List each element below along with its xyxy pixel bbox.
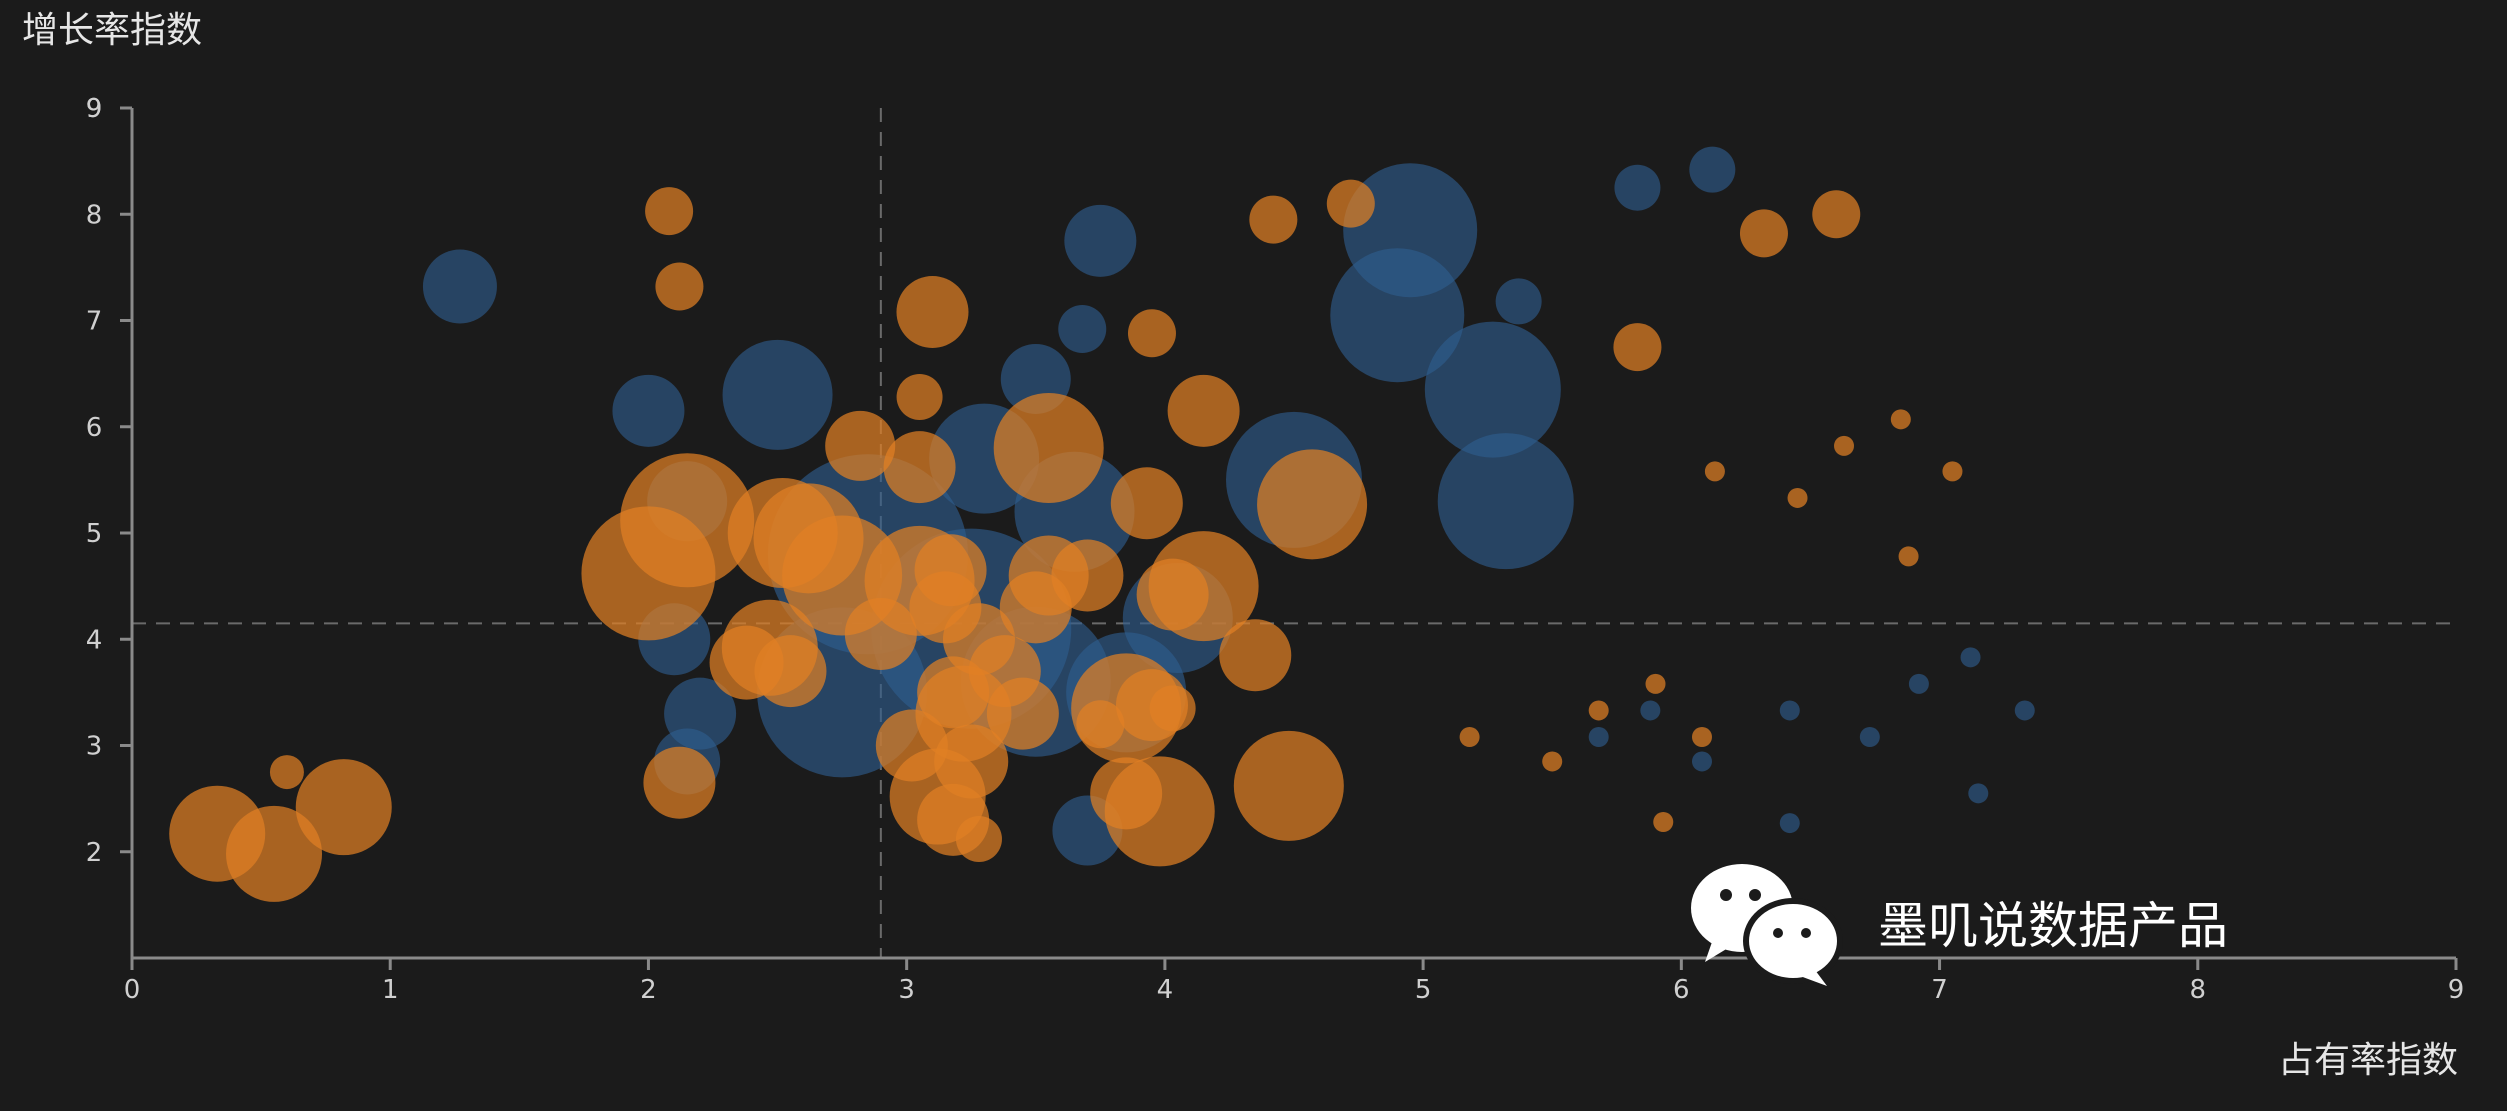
bubble-orange	[655, 262, 704, 311]
bubble-blue	[1689, 146, 1736, 193]
bubble-blue	[1064, 204, 1137, 277]
bubble-blue	[1588, 727, 1609, 747]
bubble-blue	[1968, 783, 1989, 804]
bubble-blue	[1779, 700, 1800, 721]
x-tick-label: 4	[1157, 975, 1174, 1005]
y-tick-label: 3	[86, 732, 103, 762]
bubble-orange	[883, 431, 956, 504]
x-tick-label: 3	[898, 975, 915, 1005]
bubble-blue	[612, 374, 685, 447]
bubble-orange	[1459, 727, 1480, 747]
bubble-blue	[1495, 278, 1542, 325]
y-tick-label: 9	[86, 94, 103, 124]
bubble-orange	[1257, 449, 1368, 560]
bubble-orange	[1051, 539, 1124, 612]
bubble-orange	[1104, 756, 1215, 867]
bubble-orange	[226, 805, 323, 902]
y-tick-label: 2	[86, 838, 103, 868]
bubble-orange	[754, 635, 827, 708]
bubble-blue	[1330, 248, 1465, 383]
bubble-orange	[1691, 727, 1712, 747]
bubble-orange	[1653, 812, 1674, 832]
x-tick-label: 2	[640, 975, 657, 1005]
bubble-orange	[986, 677, 1059, 750]
bubble-orange	[1613, 323, 1662, 372]
bubble-blue	[722, 339, 833, 450]
bubble-orange	[1149, 685, 1196, 732]
bubble-orange	[645, 187, 694, 236]
bubble-orange	[1136, 558, 1209, 631]
x-tick-label: 0	[124, 975, 141, 1005]
bubble-orange	[295, 759, 392, 856]
bubble-orange	[269, 755, 304, 790]
bubble-blue	[1614, 164, 1661, 211]
bubble-blue	[1640, 700, 1661, 721]
bubble-orange	[1739, 209, 1788, 258]
y-axis-title: 增长率指数	[22, 10, 202, 51]
bubble-blue	[2014, 700, 2035, 721]
bubble-orange	[993, 393, 1104, 503]
bubble-blue	[1859, 727, 1880, 747]
bubble-orange	[1890, 409, 1911, 430]
x-tick-label: 7	[1931, 975, 1948, 1005]
x-tick-label: 8	[2190, 975, 2207, 1005]
bubble-orange	[1787, 487, 1808, 508]
bubble-orange	[1127, 309, 1176, 358]
y-tick-label: 5	[86, 519, 103, 549]
bubble-orange	[1233, 730, 1344, 841]
y-tick-label: 7	[86, 307, 103, 337]
bubble-orange	[1167, 374, 1240, 447]
x-tick-label: 9	[2448, 975, 2465, 1005]
bubble-orange	[914, 534, 987, 607]
bubble-orange	[999, 571, 1072, 644]
bubble-orange	[1219, 619, 1292, 692]
bubble-orange	[1326, 179, 1375, 228]
bubble-blue	[1691, 751, 1712, 772]
bubble-orange	[896, 276, 969, 348]
bubble-orange	[1110, 467, 1183, 540]
bubble-orange	[825, 410, 896, 481]
bubble-blue	[1058, 305, 1107, 353]
wechat-icon	[1691, 864, 1843, 986]
y-tick-label: 9	[86, 94, 103, 124]
bubble-orange	[955, 816, 1002, 862]
bubble-orange	[620, 453, 755, 588]
bubble-orange	[1704, 461, 1725, 482]
bubble-orange	[643, 746, 716, 819]
x-tick-label: 5	[1415, 975, 1432, 1005]
y-tick-label: 4	[86, 625, 103, 655]
reference-lines	[132, 108, 2456, 958]
x-axis-title: 占有率指数	[2278, 1040, 2458, 1081]
bubble-blue	[1424, 321, 1561, 458]
bubble-orange	[1834, 435, 1855, 456]
watermark-text: 墨叽说数据产品	[1878, 897, 2228, 955]
bubble-blue	[1779, 813, 1800, 834]
y-tick-label: 6	[86, 413, 103, 443]
bubble-orange	[1942, 461, 1963, 482]
watermark: 墨叽说数据产品	[1691, 864, 2228, 986]
bubble-orange	[1249, 195, 1298, 244]
x-tick-label: 1	[382, 975, 399, 1005]
bubble-orange	[1898, 546, 1919, 567]
bubble-orange	[1542, 751, 1563, 772]
x-tick-label: 6	[1673, 975, 1690, 1005]
bubble-orange	[1588, 700, 1609, 721]
bubble-blue	[1960, 647, 1981, 668]
y-tick-label: 8	[86, 200, 103, 230]
bubble-orange	[1645, 673, 1666, 694]
series-orange	[169, 179, 1963, 902]
bubble-orange	[1812, 190, 1861, 239]
bubble-blue	[1437, 433, 1574, 570]
bubble-orange	[896, 374, 943, 420]
bubble-blue	[422, 249, 497, 324]
bubble-blue	[1908, 673, 1929, 694]
